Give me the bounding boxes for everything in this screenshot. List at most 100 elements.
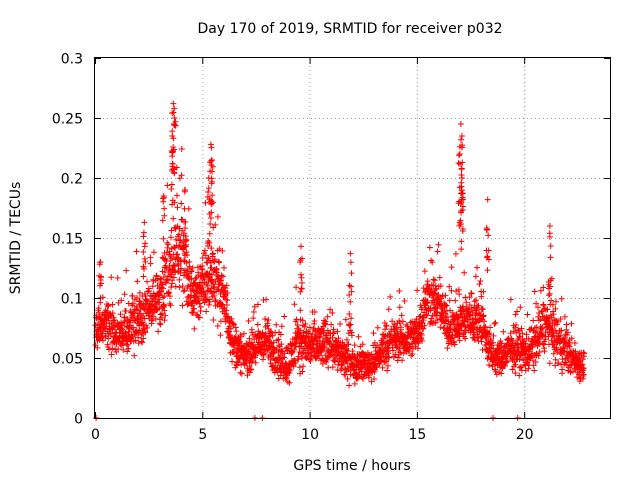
data-point: [185, 205, 192, 212]
data-point: [200, 288, 207, 295]
data-point: [263, 296, 270, 303]
data-point: [318, 347, 325, 354]
x-tick-label: 5: [198, 427, 207, 443]
data-point: [327, 306, 334, 313]
data-point: [347, 250, 354, 257]
data-point: [479, 305, 486, 312]
data-point: [208, 157, 215, 163]
data-point: [311, 317, 318, 324]
data-point: [395, 354, 402, 361]
data-point: [458, 175, 465, 181]
data-point: [348, 283, 355, 290]
data-point: [345, 330, 352, 337]
data-point: [389, 318, 396, 325]
data-point: [208, 264, 215, 271]
data-point: [421, 322, 428, 329]
data-point: [164, 239, 171, 246]
data-point: [455, 333, 462, 340]
data-point: [561, 348, 568, 355]
data-point: [140, 263, 147, 270]
data-point: [136, 310, 143, 317]
data-point: [236, 338, 243, 345]
data-point: [522, 340, 529, 347]
data-point: [452, 250, 459, 257]
data-point: [404, 323, 411, 330]
data-point: [360, 375, 367, 382]
chart-title: Day 170 of 2019, SRMTID for receiver p03…: [197, 21, 502, 37]
data-point: [136, 289, 143, 296]
data-point: [419, 337, 426, 344]
data-point: [507, 330, 514, 337]
data-point: [186, 263, 193, 270]
data-point: [162, 312, 169, 319]
data-point: [142, 240, 149, 247]
data-point: [300, 363, 307, 370]
data-point: [166, 293, 173, 300]
data-point: [120, 346, 127, 353]
data-point: [490, 339, 497, 346]
data-point: [105, 302, 112, 309]
data-point: [281, 350, 288, 357]
data-point: [160, 255, 167, 262]
data-point: [566, 339, 573, 346]
data-point: [113, 348, 120, 355]
data-point: [534, 304, 541, 311]
data-point: [553, 344, 560, 351]
data-point: [558, 295, 565, 302]
data-point: [298, 255, 305, 262]
data-point: [281, 313, 288, 320]
data-point: [249, 329, 256, 336]
data-point: [278, 341, 285, 348]
data-point: [164, 244, 171, 251]
data-point: [178, 172, 185, 179]
data-point: [299, 317, 306, 324]
data-point: [158, 276, 165, 283]
data-point: [229, 358, 236, 365]
data-point: [123, 267, 130, 274]
data-point: [561, 313, 568, 320]
data-point: [383, 323, 390, 330]
data-point: [165, 289, 172, 296]
data-point: [434, 316, 441, 323]
data-point: [277, 352, 284, 359]
data-point: [451, 341, 458, 348]
data-point: [154, 282, 161, 289]
data-point: [434, 309, 441, 316]
data-point: [169, 153, 176, 160]
data-point: [486, 331, 493, 338]
data-point: [414, 345, 421, 352]
data-point: [293, 284, 300, 291]
data-point: [218, 277, 225, 284]
data-point: [525, 365, 532, 372]
data-point: [292, 342, 299, 349]
data-point: [109, 310, 116, 317]
data-point: [169, 197, 176, 204]
data-point: [144, 324, 151, 331]
data-point: [557, 316, 564, 323]
data-point: [104, 303, 111, 310]
data-point: [532, 359, 539, 366]
data-point: [460, 196, 467, 203]
data-point: [409, 350, 416, 357]
data-point: [321, 344, 328, 351]
data-point: [224, 289, 231, 296]
data-point: [135, 334, 142, 341]
data-point: [219, 247, 226, 254]
data-point: [128, 302, 135, 309]
data-point: [189, 264, 196, 271]
data-point: [563, 321, 570, 328]
data-point: [180, 288, 187, 295]
data-point: [553, 298, 560, 305]
data-point: [161, 307, 168, 314]
data-point: [478, 338, 485, 345]
data-point: [94, 321, 101, 328]
data-point: [260, 351, 267, 358]
data-point: [159, 310, 166, 317]
data-point: [130, 300, 137, 307]
data-point: [223, 282, 230, 289]
data-point: [341, 342, 348, 349]
data-point: [294, 322, 301, 329]
data-point: [348, 288, 355, 295]
data-point: [206, 298, 213, 305]
data-point: [188, 268, 195, 275]
